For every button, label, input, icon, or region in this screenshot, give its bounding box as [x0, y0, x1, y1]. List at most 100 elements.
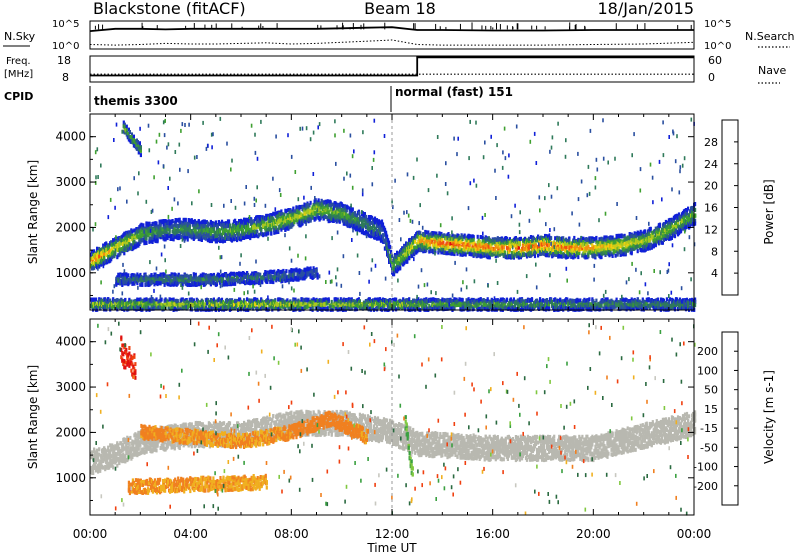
power-cell	[527, 247, 531, 252]
power-cell	[302, 206, 305, 211]
noise-series-search	[89, 39, 695, 46]
power-cell	[261, 279, 264, 284]
noise-series-sky	[89, 26, 694, 32]
power-cell	[396, 253, 399, 258]
power-cell	[121, 283, 124, 287]
power-cell	[578, 251, 581, 256]
nave-tick-bottom: 0	[708, 71, 715, 84]
power-cell	[150, 236, 153, 241]
power-cell	[125, 241, 128, 246]
power-cell	[192, 231, 195, 236]
power-cell	[442, 240, 445, 245]
power-cell	[573, 250, 576, 255]
power-cell	[127, 245, 130, 250]
power-cell	[440, 250, 443, 255]
power-cell	[202, 233, 205, 238]
power-cell	[118, 276, 121, 281]
power-cell	[694, 221, 697, 226]
power-cell	[546, 250, 549, 255]
power-cell	[143, 276, 146, 281]
power-cell	[183, 273, 186, 278]
power-cell	[346, 205, 349, 210]
power-cell	[672, 232, 676, 237]
power-cell	[386, 246, 389, 251]
power-cell	[163, 282, 166, 287]
power-cell	[139, 282, 142, 287]
power-cell	[281, 220, 284, 225]
power-cell	[616, 251, 619, 256]
power-cell	[285, 209, 288, 214]
power-cell	[405, 254, 408, 259]
power-cell	[326, 199, 329, 204]
power-cell	[519, 236, 522, 241]
power-cell	[412, 249, 415, 254]
power-cell	[185, 273, 188, 278]
power-cell	[433, 231, 436, 236]
power-cell	[689, 209, 692, 214]
power-cell	[285, 269, 288, 274]
power-cell	[533, 254, 537, 259]
power-cell	[242, 228, 245, 233]
power-cell	[244, 220, 247, 225]
power-cell	[91, 249, 94, 254]
power-cell	[214, 220, 217, 225]
power-cell	[277, 269, 280, 273]
power-cell	[105, 242, 108, 247]
power-cell	[480, 254, 483, 259]
power-cell	[169, 282, 172, 287]
power-cell	[536, 238, 539, 243]
power-cell	[688, 217, 691, 222]
power-cell	[381, 222, 385, 227]
power-cell	[378, 231, 382, 236]
power-cell	[656, 233, 659, 238]
power-cell	[645, 242, 648, 247]
power-cell	[175, 278, 178, 283]
power-cell	[202, 282, 205, 287]
power-cell	[168, 231, 171, 236]
power-cell	[669, 229, 672, 234]
power-cell	[168, 224, 171, 229]
power-cell	[256, 229, 259, 234]
power-cell	[267, 231, 270, 236]
power-cell	[162, 224, 165, 229]
freq-label-line2: [MHz]	[4, 69, 33, 80]
power-cell	[215, 282, 218, 287]
power-cell	[502, 245, 505, 250]
power-cell	[411, 254, 414, 258]
power-cell	[289, 209, 292, 214]
power-cell	[177, 280, 180, 285]
power-cell	[468, 252, 471, 257]
power-cell	[228, 226, 232, 231]
power-cell	[584, 252, 587, 257]
power-cell	[357, 224, 360, 229]
power-cell	[550, 236, 553, 241]
power-cell	[557, 241, 560, 246]
power-cell	[203, 220, 206, 225]
power-cell	[152, 274, 155, 279]
cpid-segment-2: normal (fast) 151	[395, 85, 513, 99]
power-cell	[368, 217, 371, 222]
noise-tick-top-right: 10^5	[704, 19, 731, 30]
power-cell	[652, 243, 655, 248]
power-cell	[118, 243, 121, 248]
power-cell	[145, 241, 148, 245]
power-cell	[572, 247, 575, 252]
power-cell	[112, 238, 115, 243]
noise-right-label: N.Search	[745, 30, 795, 43]
power-cell	[178, 217, 181, 222]
power-cell	[565, 237, 568, 242]
power-cell	[329, 200, 332, 205]
power-cell	[670, 221, 673, 226]
power-cell	[307, 206, 310, 211]
power-cell	[328, 219, 331, 223]
power-cell	[311, 215, 314, 220]
power-cell	[337, 213, 340, 218]
power-cell	[658, 224, 661, 229]
power-cell	[661, 234, 664, 239]
power-cell	[609, 250, 612, 255]
power-cell	[604, 241, 607, 246]
power-cell	[451, 251, 454, 256]
power-cell	[438, 234, 441, 239]
power-cell	[227, 219, 231, 224]
